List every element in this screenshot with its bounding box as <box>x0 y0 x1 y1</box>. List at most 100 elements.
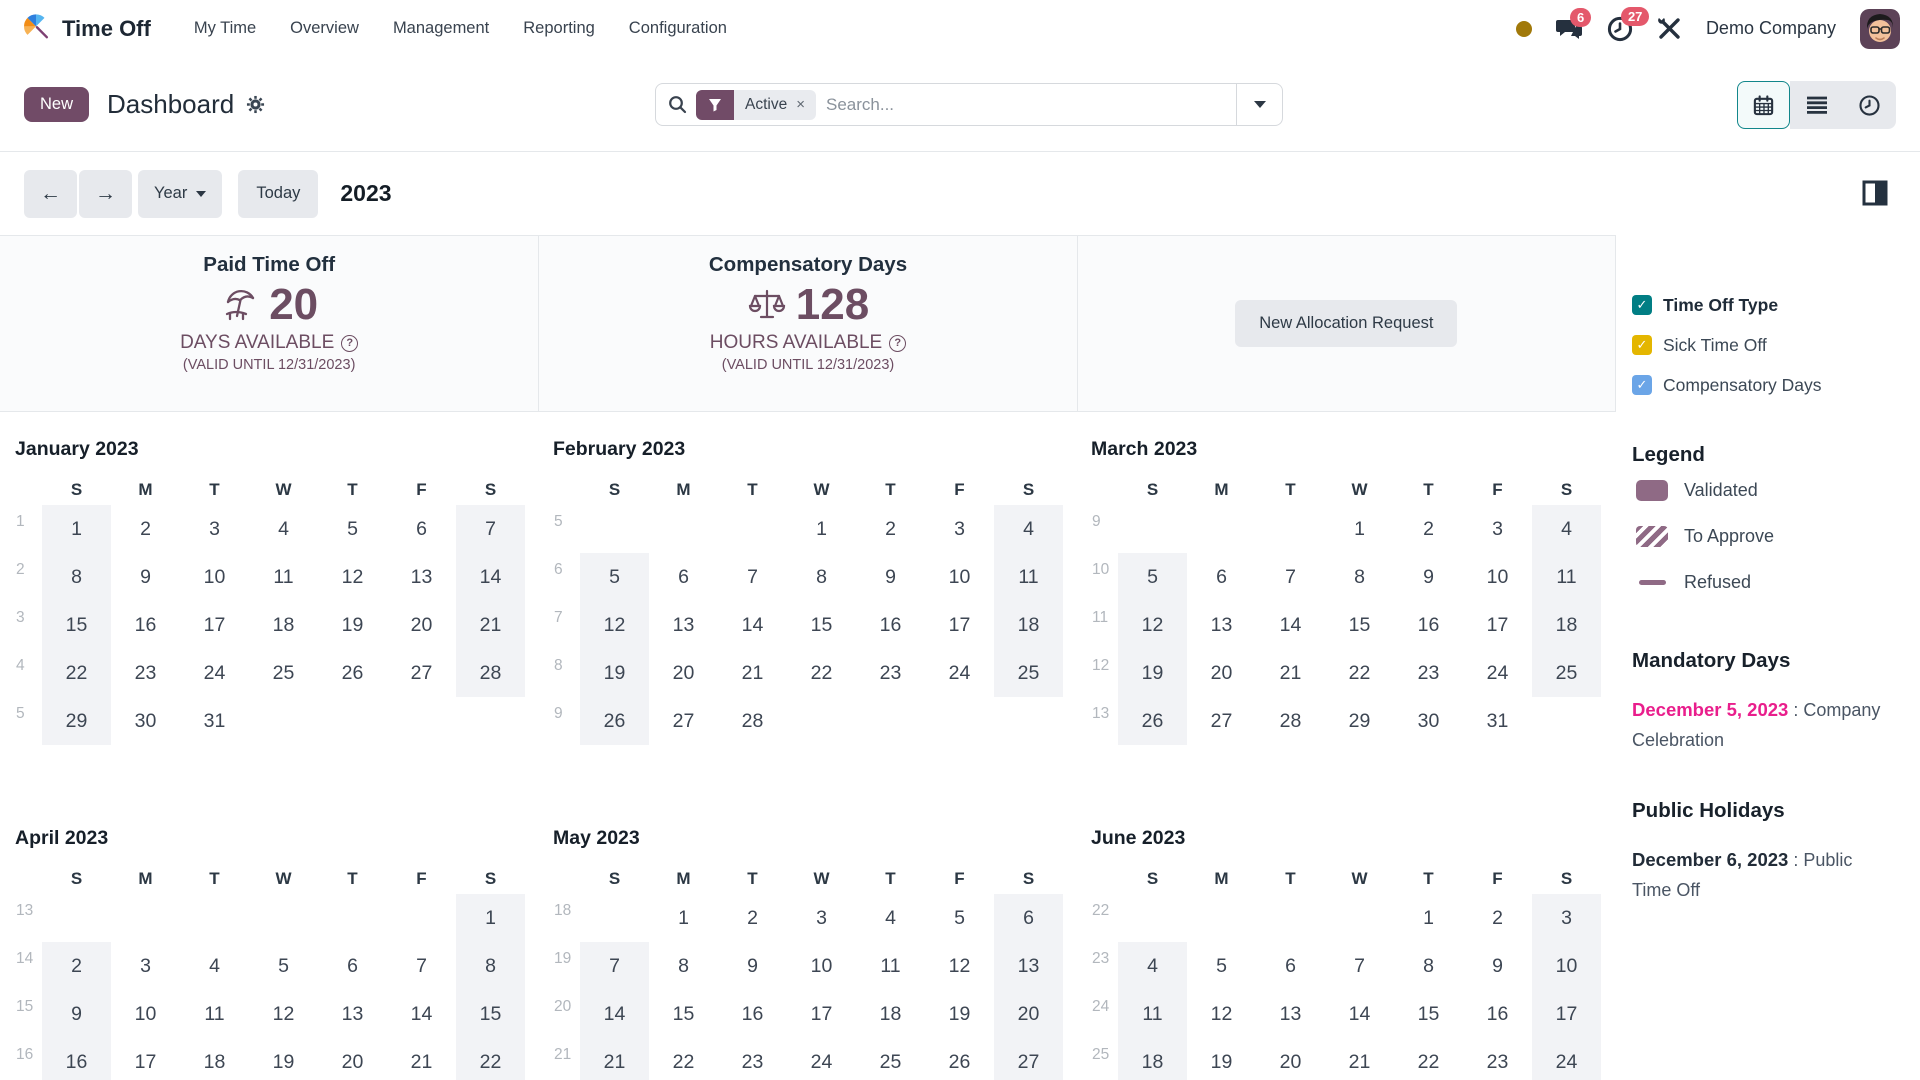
day-cell[interactable]: 27 <box>1210 709 1233 732</box>
day-cell[interactable]: 25 <box>879 1050 902 1073</box>
day-cell[interactable]: 20 <box>1210 661 1233 684</box>
day-cell[interactable]: 1 <box>816 517 827 540</box>
debug-tools-icon[interactable] <box>1657 16 1682 41</box>
day-cell[interactable]: 17 <box>1486 613 1509 636</box>
day-cell[interactable]: 27 <box>672 709 695 732</box>
day-cell[interactable]: 12 <box>1118 601 1187 649</box>
day-cell[interactable]: 10 <box>1532 942 1601 990</box>
day-cell[interactable]: 23 <box>879 661 902 684</box>
day-cell[interactable]: 14 <box>580 990 649 1038</box>
day-cell[interactable]: 9 <box>42 990 111 1038</box>
checkbox-icon[interactable]: ✓ <box>1632 295 1652 315</box>
calendar-view-button[interactable] <box>1737 81 1790 129</box>
day-cell[interactable]: 6 <box>994 894 1063 942</box>
day-cell[interactable]: 6 <box>1285 954 1296 977</box>
today-button[interactable]: Today <box>238 169 319 218</box>
menu-overview[interactable]: Overview <box>290 19 359 37</box>
day-cell[interactable]: 21 <box>1348 1050 1371 1073</box>
day-cell[interactable]: 12 <box>580 601 649 649</box>
search-bar[interactable]: Active × <box>655 83 1283 126</box>
gantt-view-button[interactable] <box>1843 81 1896 129</box>
day-cell[interactable]: 3 <box>954 517 965 540</box>
day-cell[interactable]: 3 <box>209 517 220 540</box>
day-cell[interactable]: 18 <box>879 1002 902 1025</box>
day-cell[interactable]: 23 <box>741 1050 764 1073</box>
day-cell[interactable]: 18 <box>1118 1038 1187 1080</box>
scale-selector[interactable]: Year <box>138 169 223 218</box>
day-cell[interactable]: 28 <box>741 709 764 732</box>
day-cell[interactable]: 15 <box>672 1002 695 1025</box>
day-cell[interactable]: 11 <box>880 954 901 977</box>
day-cell[interactable]: 23 <box>134 661 157 684</box>
day-cell[interactable]: 17 <box>134 1050 157 1073</box>
day-cell[interactable]: 17 <box>203 613 226 636</box>
day-cell[interactable]: 5 <box>1216 954 1227 977</box>
day-cell[interactable]: 22 <box>1348 661 1371 684</box>
day-cell[interactable]: 12 <box>1210 1002 1233 1025</box>
menu-configuration[interactable]: Configuration <box>628 19 727 37</box>
day-cell[interactable]: 19 <box>948 1002 971 1025</box>
day-cell[interactable]: 5 <box>1118 553 1187 601</box>
day-cell[interactable]: 4 <box>994 505 1063 553</box>
new-button[interactable]: New <box>24 86 90 122</box>
day-cell[interactable]: 2 <box>747 906 758 929</box>
day-cell[interactable]: 12 <box>272 1002 295 1025</box>
day-cell[interactable]: 27 <box>994 1038 1063 1080</box>
user-avatar[interactable] <box>1860 8 1900 49</box>
day-cell[interactable]: 15 <box>1348 613 1371 636</box>
day-cell[interactable]: 11 <box>204 1002 225 1025</box>
day-cell[interactable]: 19 <box>272 1050 295 1073</box>
day-cell[interactable]: 21 <box>580 1038 649 1080</box>
day-cell[interactable]: 2 <box>885 517 896 540</box>
day-cell[interactable]: 5 <box>278 954 289 977</box>
day-cell[interactable]: 18 <box>203 1050 226 1073</box>
day-cell[interactable]: 21 <box>1279 661 1302 684</box>
help-icon[interactable]: ? <box>341 334 359 352</box>
menu-my-time[interactable]: My Time <box>193 19 257 37</box>
day-cell[interactable]: 23 <box>1417 661 1440 684</box>
day-cell[interactable]: 1 <box>1354 517 1365 540</box>
day-cell[interactable]: 19 <box>1118 649 1187 697</box>
new-allocation-request-button[interactable]: New Allocation Request <box>1235 300 1458 347</box>
day-cell[interactable]: 11 <box>994 553 1063 601</box>
previous-button[interactable]: ← <box>24 169 77 218</box>
day-cell[interactable]: 18 <box>1532 601 1601 649</box>
day-cell[interactable]: 15 <box>1417 1002 1440 1025</box>
day-cell[interactable]: 6 <box>347 954 358 977</box>
filter-checkbox-row[interactable]: ✓ Time Off Type <box>1632 285 1910 325</box>
day-cell[interactable]: 5 <box>954 906 965 929</box>
remove-filter-icon[interactable]: × <box>796 96 805 113</box>
day-cell[interactable]: 30 <box>134 709 157 732</box>
day-cell[interactable]: 9 <box>1423 565 1434 588</box>
day-cell[interactable]: 31 <box>1486 709 1509 732</box>
day-cell[interactable]: 20 <box>341 1050 364 1073</box>
day-cell[interactable]: 6 <box>678 565 689 588</box>
menu-reporting[interactable]: Reporting <box>523 19 595 37</box>
checkbox-icon[interactable]: ✓ <box>1632 335 1652 355</box>
messages-button[interactable]: 6 <box>1555 7 1592 41</box>
day-cell[interactable]: 27 <box>410 661 433 684</box>
day-cell[interactable]: 6 <box>416 517 427 540</box>
active-filter-facet[interactable]: Active × <box>696 89 816 120</box>
day-cell[interactable]: 14 <box>456 553 525 601</box>
day-cell[interactable]: 24 <box>948 661 971 684</box>
day-cell[interactable]: 12 <box>948 954 971 977</box>
day-cell[interactable]: 28 <box>456 649 525 697</box>
day-cell[interactable]: 30 <box>1417 709 1440 732</box>
day-cell[interactable]: 25 <box>1532 649 1601 697</box>
day-cell[interactable]: 8 <box>816 565 827 588</box>
day-cell[interactable]: 9 <box>885 565 896 588</box>
day-cell[interactable]: 23 <box>1486 1050 1509 1073</box>
app-brand[interactable]: Time Off <box>20 13 151 45</box>
day-cell[interactable]: 7 <box>1285 565 1296 588</box>
next-button[interactable]: → <box>79 169 132 218</box>
day-cell[interactable]: 22 <box>42 649 111 697</box>
day-cell[interactable]: 20 <box>1279 1050 1302 1073</box>
day-cell[interactable]: 15 <box>810 613 833 636</box>
day-cell[interactable]: 1 <box>678 906 689 929</box>
day-cell[interactable]: 16 <box>134 613 157 636</box>
day-cell[interactable]: 24 <box>1532 1038 1601 1080</box>
day-cell[interactable]: 10 <box>810 954 833 977</box>
day-cell[interactable]: 8 <box>1354 565 1365 588</box>
day-cell[interactable]: 22 <box>810 661 833 684</box>
